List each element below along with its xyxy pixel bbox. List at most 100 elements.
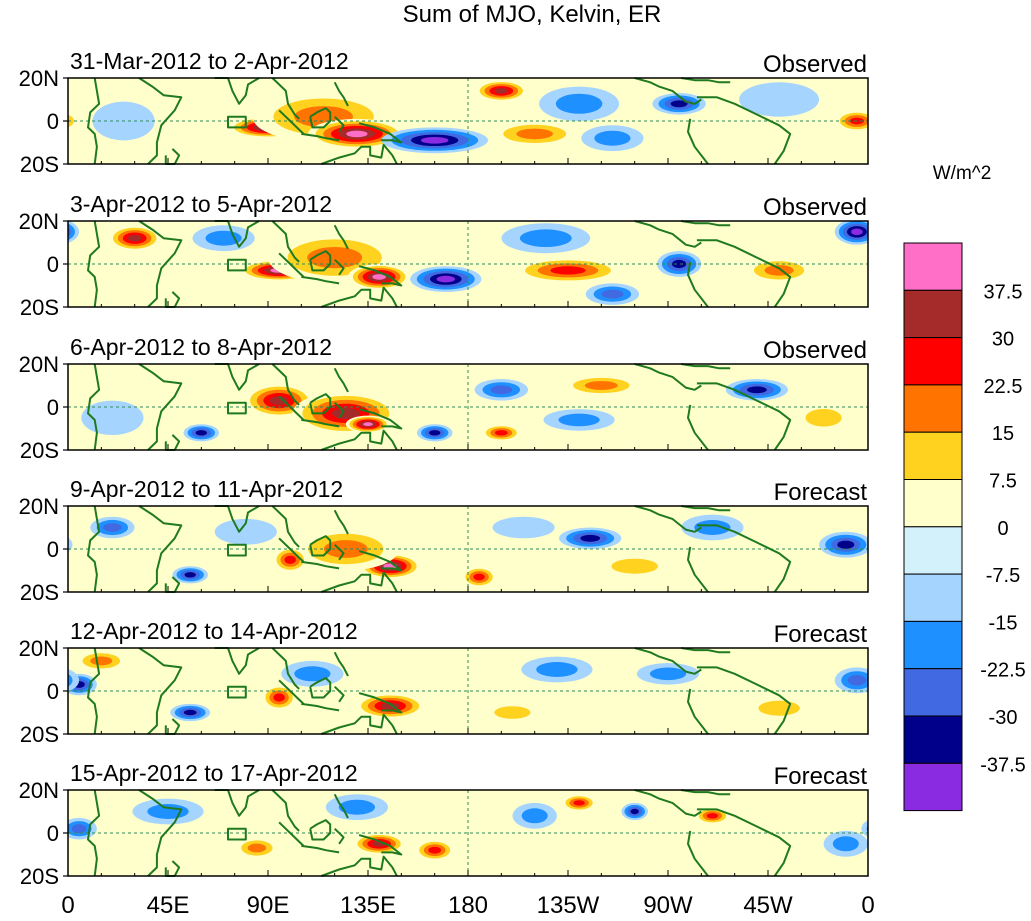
y-tick-label: 20S bbox=[20, 152, 59, 177]
colorbar-tick-label: 30 bbox=[992, 329, 1014, 351]
anomaly-cell bbox=[481, 424, 522, 442]
y-tick-label: 0 bbox=[47, 537, 59, 562]
colorbar-swatch bbox=[903, 573, 963, 622]
borneo-outline bbox=[309, 107, 332, 129]
anomaly-contour bbox=[923, 233, 947, 244]
new-guinea-outline bbox=[358, 122, 403, 144]
africa-west-coast bbox=[87, 77, 101, 165]
anomaly-contour bbox=[363, 422, 373, 427]
philippines-outline bbox=[333, 224, 349, 250]
malay-peninsula bbox=[271, 789, 300, 832]
anomaly-contour bbox=[68, 223, 75, 241]
philippines-outline bbox=[333, 793, 349, 819]
australia-north-coast bbox=[320, 713, 398, 735]
y-tick-label: 20S bbox=[20, 438, 59, 463]
africa-west-coast bbox=[87, 363, 101, 451]
colorbar-tick-labels: 37.5 30 22.5 15 7.5 0 -7.5 -15 -22.5 -30 -37.5 bbox=[980, 281, 1026, 776]
anomaly-contour bbox=[519, 229, 572, 247]
colorbar-tick-label: -7.5 bbox=[986, 565, 1020, 587]
colorbar-swatch bbox=[903, 526, 963, 575]
anomaly-contour bbox=[594, 130, 631, 146]
anomaly-contour bbox=[6, 409, 42, 427]
sumatra-outline bbox=[278, 395, 305, 421]
malay-peninsula bbox=[271, 220, 300, 263]
anomaly-contour bbox=[372, 274, 386, 280]
borneo-outline bbox=[309, 393, 332, 415]
y-tick-label: 0 bbox=[47, 679, 59, 704]
colorbar-swatch bbox=[903, 620, 963, 670]
anomaly-contour bbox=[103, 523, 122, 532]
panel-date-range: 6-Apr-2012 to 8-Apr-2012 bbox=[70, 334, 332, 360]
south-america-east bbox=[696, 382, 792, 451]
anomaly-cell bbox=[585, 283, 640, 305]
sumatra-outline bbox=[278, 821, 305, 847]
panel-date-range: 9-Apr-2012 to 11-Apr-2012 bbox=[70, 476, 343, 502]
africa-west-coast bbox=[87, 647, 101, 735]
panel-6: 20N 0 20S 15-Apr-2012 to 17-Apr-2012 Forecas… bbox=[19, 760, 887, 889]
south-america-west bbox=[687, 404, 709, 451]
java-outline bbox=[301, 132, 340, 142]
anomaly-contour bbox=[555, 93, 603, 114]
colorbar-swatch bbox=[903, 242, 963, 291]
anomaly-contour bbox=[420, 137, 449, 144]
panel-status: Forecast bbox=[774, 479, 868, 506]
philippines-outline bbox=[333, 509, 349, 535]
anomaly-contour bbox=[739, 82, 820, 117]
anomaly-contour bbox=[247, 843, 267, 853]
sulawesi-outline bbox=[334, 827, 345, 845]
colorbar-units-label: W/m^2 bbox=[933, 163, 992, 184]
colorbar-swatch bbox=[903, 431, 963, 481]
anomaly-contour bbox=[494, 88, 509, 94]
anomaly-contour bbox=[68, 673, 73, 687]
anomaly-cell bbox=[345, 415, 391, 433]
anomaly-contour bbox=[851, 228, 863, 236]
anomaly-contour bbox=[68, 669, 80, 692]
y-tick-label: 20N bbox=[19, 209, 59, 234]
borneo-outline bbox=[309, 677, 332, 699]
anomaly-contour bbox=[872, 824, 887, 833]
anomaly-contour bbox=[1006, 231, 1031, 246]
coastline-outlines bbox=[87, 363, 792, 451]
anomaly-cell bbox=[416, 424, 453, 442]
y-tick-label: 20S bbox=[20, 864, 59, 889]
anomaly-contour bbox=[550, 266, 586, 275]
anomaly-cell bbox=[539, 86, 620, 122]
colorbar: W/m^2 37.5 30 22.5 15 7.5 0 -7.5 -15 -22.5 -30 -37… bbox=[903, 163, 1026, 812]
anomaly-cell bbox=[410, 266, 482, 292]
philippines-outline bbox=[333, 367, 349, 393]
sulawesi-outline bbox=[334, 543, 345, 561]
south-america-east bbox=[696, 239, 792, 308]
anomaly-contour bbox=[90, 656, 113, 666]
anomaly-contour bbox=[71, 824, 87, 834]
anomaly-contour bbox=[68, 114, 75, 128]
colorbar-tick-label: 7.5 bbox=[989, 471, 1017, 493]
new-guinea-outline bbox=[358, 265, 403, 287]
colorbar-tick-label: -15 bbox=[989, 612, 1018, 634]
sulawesi-outline bbox=[334, 685, 345, 703]
anomaly-contour bbox=[494, 430, 508, 436]
central-america bbox=[634, 505, 702, 533]
africa-west-coast bbox=[87, 505, 101, 593]
anomaly-cell bbox=[183, 424, 220, 442]
anomaly-contour bbox=[147, 804, 189, 819]
anomaly-cell bbox=[492, 516, 555, 539]
anomaly-contour bbox=[601, 289, 624, 299]
malay-peninsula bbox=[271, 647, 300, 690]
anomaly-cell bbox=[543, 409, 615, 431]
anomaly-contour bbox=[672, 259, 687, 269]
y-tick-label: 0 bbox=[47, 252, 59, 277]
y-tick-label: 20S bbox=[20, 722, 59, 747]
anomaly-contour bbox=[558, 413, 600, 427]
anomaly-contour bbox=[68, 537, 73, 552]
anomaly-cell bbox=[68, 110, 868, 132]
borneo-outline bbox=[309, 250, 332, 272]
anomaly-contour bbox=[694, 520, 731, 535]
south-america-west bbox=[687, 688, 709, 735]
anomaly-cell bbox=[108, 225, 947, 252]
x-tick-label: 0 bbox=[61, 892, 74, 919]
anomaly-contour bbox=[521, 808, 548, 824]
new-guinea-outline bbox=[358, 408, 403, 430]
chart-title: Sum of MJO, Kelvin, ER bbox=[403, 1, 662, 28]
anomaly-contour bbox=[869, 679, 888, 691]
